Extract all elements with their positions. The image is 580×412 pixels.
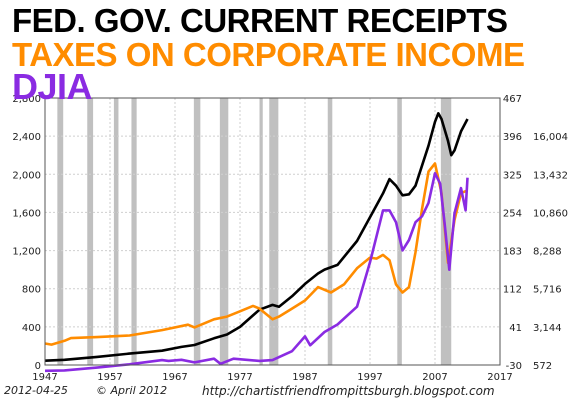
right-axis-outer-tick-label: 3,144 [533,323,562,334]
left-axis-tick-label: 800 [22,285,41,296]
recession-bar [269,98,279,365]
left-axis-tick-label: 1,200 [12,247,41,258]
recession-bar [327,98,333,365]
x-axis-tick-label: 1977 [227,372,252,383]
right-axis-inner-tick-label: 112 [503,285,522,296]
footer-copyright: © April 2012 [96,384,168,397]
footer-blog-url: http://chartistfriendfrompittsburgh.blog… [202,384,495,398]
recession-bar [57,98,64,365]
right-axis-inner-tick-label: 467 [503,94,522,105]
recession-bar [113,98,119,365]
left-axis-tick-label: 2,800 [12,94,41,105]
left-axis-tick-label: 0 [35,361,41,372]
x-axis-tick-label: 1987 [292,372,317,383]
right-axis-outer-tick-label: 5,716 [533,285,562,296]
recession-bar [87,98,94,365]
recession-bar [259,98,263,365]
recession-bar [397,98,402,365]
right-axis-outer-tick-label: 13,432 [533,170,568,181]
recession-bar [219,98,229,365]
right-axis-outer-tick-label: 8,288 [533,247,562,258]
footer-date: 2012-04-25 [4,384,68,397]
right-axis-inner-tick-label: 325 [503,170,522,181]
right-axis-inner-tick-label: 254 [503,208,522,219]
chart-title-djia: DJIA [12,66,93,107]
right-axis-outer-tick-label: 16,004 [533,132,568,143]
right-axis-inner-tick-label: 396 [503,132,522,143]
x-axis-tick-label: 1997 [357,372,382,383]
left-axis-tick-label: 400 [22,323,41,334]
series-line-left [44,112,469,362]
right-axis-outer-tick-label: 10,860 [533,208,568,219]
recession-bar [131,98,137,365]
x-axis-tick-label: 2017 [487,372,512,383]
recession-bar [193,98,201,365]
left-axis-tick-label: 2,000 [12,170,41,181]
right-axis-inner-tick-label: 41 [509,323,522,334]
right-axis-inner-tick-label: 183 [503,247,522,258]
x-axis-tick-label: 1957 [97,372,122,383]
right-axis-outer-tick-label: 572 [533,361,552,372]
left-axis-tick-label: 1,600 [12,208,41,219]
x-axis-tick-label: 1967 [162,372,187,383]
series-line-right_inner [44,162,468,346]
x-axis-tick-label: 2007 [422,372,447,383]
left-axis-tick-label: 2,400 [12,132,41,143]
series-line-right_outer [44,172,469,373]
right-axis-inner-tick-label: -30 [506,361,522,372]
plot-frame [44,97,501,366]
chart-title-receipts: FED. GOV. CURRENT RECEIPTS [12,2,508,39]
x-axis-tick-label: 1947 [32,372,57,383]
chart-title-corporate-taxes: TAXES ON CORPORATE INCOME [12,36,525,73]
